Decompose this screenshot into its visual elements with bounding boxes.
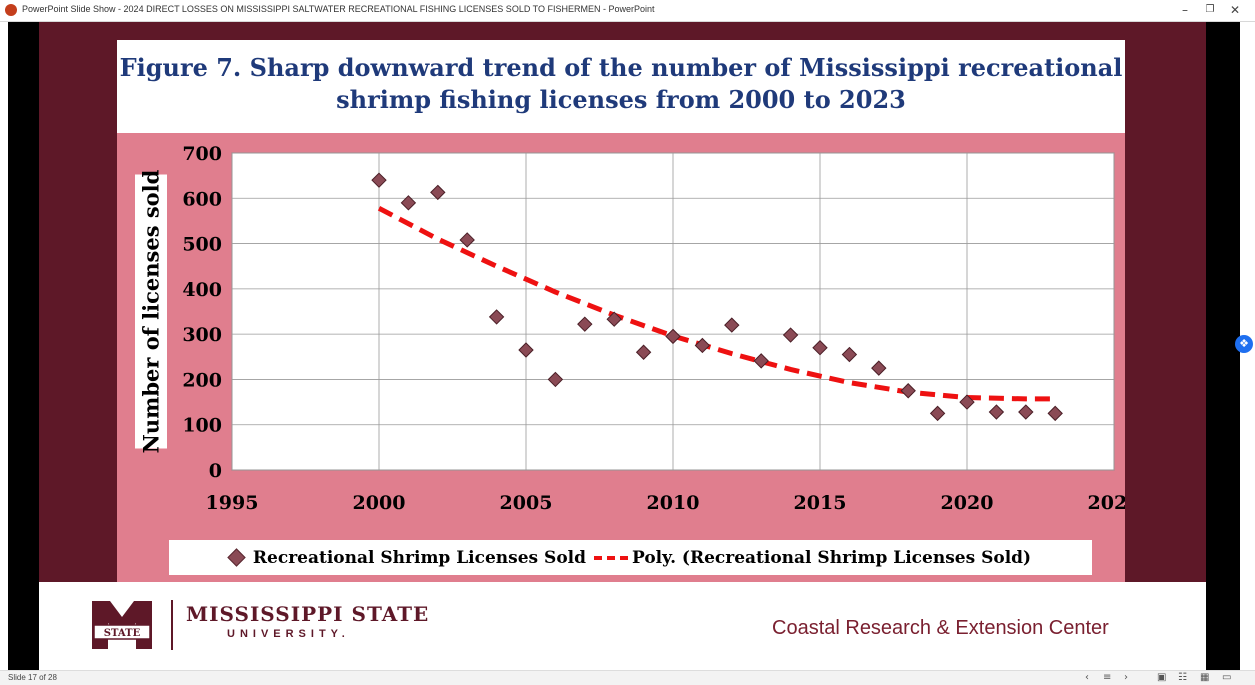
- y-tick-label: 200: [182, 369, 222, 391]
- data-point: [606, 311, 622, 327]
- slide-show-icon[interactable]: ▭: [1222, 672, 1232, 683]
- logo-divider: [171, 600, 173, 650]
- chart-svg: 0 100 200 300 400 500 600 700 1995 2000 2005 2010 20…: [135, 143, 1125, 514]
- data-point: [430, 184, 446, 201]
- logo-text: STATE: [104, 628, 141, 639]
- y-tick-label: 0: [209, 460, 222, 482]
- legend-series-2-label: Poly. (Recreational Shrimp Licenses Sold…: [632, 547, 1032, 568]
- y-axis-label: Number of licenses sold: [139, 169, 164, 453]
- data-point: [459, 232, 475, 248]
- y-axis-label-box: [135, 174, 167, 449]
- y-tick-label: 300: [182, 324, 222, 346]
- data-point: [900, 383, 916, 399]
- y-tick-label: 400: [182, 279, 222, 301]
- data-point: [518, 342, 534, 358]
- window-title: PowerPoint Slide Show - 2024 DIRECT LOSS…: [22, 4, 655, 14]
- data-point: [1018, 404, 1034, 420]
- chart-legend: Recreational Shrimp Licenses Sold Poly. …: [169, 540, 1092, 575]
- right-letterbox: [1206, 22, 1240, 670]
- dropbox-icon[interactable]: ❖: [1235, 335, 1253, 353]
- data-point: [724, 317, 740, 333]
- data-point: [547, 371, 564, 388]
- center-name: Coastal Research & Extension Center: [772, 617, 1109, 639]
- window-titlebar: PowerPoint Slide Show - 2024 DIRECT LOSS…: [0, 0, 1255, 22]
- slide-footer: STATE MISSISSIPPI STATE UNIVERSITY. Coas…: [39, 582, 1206, 670]
- data-point: [812, 340, 828, 356]
- next-slide-icon[interactable]: ›: [1124, 672, 1128, 683]
- legend-dashed-line: [594, 555, 629, 560]
- y-tick-label: 600: [182, 188, 222, 210]
- reading-view-icon[interactable]: ▦: [1200, 672, 1210, 683]
- university-subtitle: UNIVERSITY.: [227, 628, 350, 640]
- x-tick-label: 2015: [794, 492, 847, 514]
- data-point: [753, 353, 769, 369]
- data-point: [577, 316, 593, 332]
- data-point: [371, 172, 387, 188]
- x-tick-label: 2010: [647, 492, 700, 514]
- chart-title-line-2: shrimp fishing licenses from 2000 to 202…: [336, 85, 906, 114]
- data-point: [871, 360, 887, 376]
- university-name: MISSISSIPPI STATE: [186, 602, 430, 626]
- data-point: [694, 337, 711, 354]
- data-point: [665, 328, 681, 345]
- msu-logo: STATE: [92, 601, 152, 649]
- data-point: [782, 327, 799, 343]
- statusbar: Slide 17 of 28 ‹ ≡ › ▣ ☷ ▦ ▭: [0, 670, 1255, 685]
- chart-title-line-1: Figure 7. Sharp downward trend of the nu…: [119, 53, 1123, 82]
- x-tick-label: 2025: [1088, 492, 1125, 514]
- normal-view-icon[interactable]: ▣: [1157, 672, 1167, 683]
- legend-diamond-marker: [227, 548, 246, 567]
- data-point: [488, 309, 505, 325]
- minimize-icon[interactable]: –: [1182, 3, 1188, 17]
- slide-counter: Slide 17 of 28: [8, 673, 57, 682]
- y-tick-label: 100: [182, 415, 222, 437]
- data-point: [841, 346, 858, 363]
- data-point: [988, 404, 1005, 420]
- x-tick-label: 1995: [206, 492, 259, 514]
- chart-panel: 0 100 200 300 400 500 600 700 1995 2000 2005 2010 20…: [117, 133, 1125, 582]
- close-icon[interactable]: ✕: [1229, 3, 1241, 17]
- y-tick-label: 700: [182, 143, 222, 165]
- title-box: Figure 7. Sharp downward trend of the nu…: [117, 40, 1125, 133]
- y-tick-label: 500: [182, 234, 222, 256]
- chart-title: Figure 7. Sharp downward trend of the nu…: [117, 52, 1125, 116]
- left-letterbox: [8, 22, 39, 670]
- data-point: [635, 344, 652, 360]
- data-point: [929, 405, 946, 422]
- x-tick-label: 2005: [500, 492, 553, 514]
- data-point: [959, 394, 975, 410]
- slide-menu-icon[interactable]: ≡: [1103, 672, 1112, 683]
- restore-icon[interactable]: ❐: [1205, 4, 1215, 15]
- powerpoint-icon: [5, 4, 17, 16]
- data-point: [400, 195, 417, 211]
- slide: Figure 7. Sharp downward trend of the nu…: [39, 22, 1206, 670]
- x-tick-label: 2000: [353, 492, 406, 514]
- data-point: [1047, 405, 1063, 422]
- slide-sorter-icon[interactable]: ☷: [1178, 672, 1187, 683]
- x-tick-label: 2020: [941, 492, 994, 514]
- previous-slide-icon[interactable]: ‹: [1085, 672, 1089, 683]
- legend-series-1-label: Recreational Shrimp Licenses Sold: [252, 547, 587, 568]
